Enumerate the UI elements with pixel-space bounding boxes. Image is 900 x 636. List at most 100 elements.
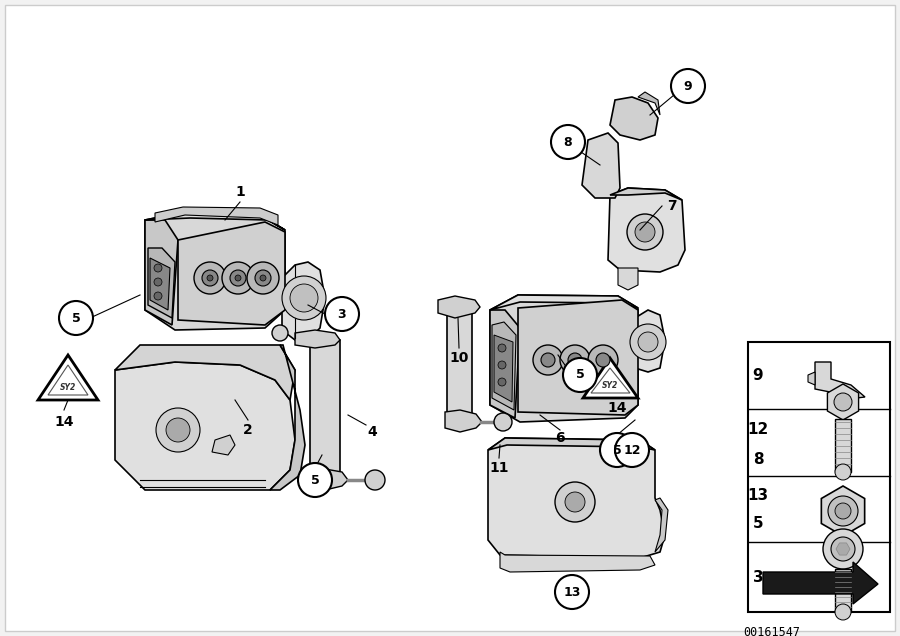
Circle shape	[823, 529, 863, 569]
Circle shape	[222, 262, 254, 294]
Polygon shape	[610, 188, 682, 200]
Text: 14: 14	[608, 401, 626, 415]
Circle shape	[207, 275, 213, 281]
Polygon shape	[490, 295, 638, 310]
Text: 00161547: 00161547	[743, 625, 800, 636]
Polygon shape	[148, 248, 175, 318]
Circle shape	[565, 492, 585, 512]
Polygon shape	[815, 362, 865, 399]
Polygon shape	[282, 262, 325, 340]
Circle shape	[541, 353, 555, 367]
Circle shape	[282, 276, 326, 320]
Circle shape	[835, 464, 851, 480]
Polygon shape	[583, 358, 638, 398]
Circle shape	[325, 297, 359, 331]
Text: 12: 12	[747, 422, 769, 436]
Polygon shape	[610, 97, 658, 140]
Circle shape	[498, 344, 506, 352]
Text: 2: 2	[243, 423, 253, 437]
Circle shape	[255, 270, 271, 286]
Circle shape	[154, 278, 162, 286]
Circle shape	[627, 214, 663, 250]
Text: 5: 5	[576, 368, 584, 382]
Polygon shape	[492, 322, 516, 410]
Text: 12: 12	[623, 443, 641, 457]
Circle shape	[154, 264, 162, 272]
Circle shape	[551, 125, 585, 159]
Circle shape	[260, 275, 266, 281]
Text: 10: 10	[449, 351, 469, 365]
Text: 5: 5	[310, 473, 320, 487]
Polygon shape	[822, 486, 865, 536]
Circle shape	[600, 433, 634, 467]
Circle shape	[498, 361, 506, 369]
Text: 1: 1	[235, 185, 245, 199]
Circle shape	[560, 345, 590, 375]
Polygon shape	[494, 335, 513, 402]
Polygon shape	[115, 362, 295, 490]
Text: 8: 8	[563, 135, 572, 148]
Circle shape	[494, 413, 512, 431]
Polygon shape	[310, 336, 340, 478]
Polygon shape	[827, 384, 859, 420]
Circle shape	[235, 275, 241, 281]
Circle shape	[533, 345, 563, 375]
Circle shape	[230, 270, 246, 286]
Polygon shape	[447, 305, 472, 420]
Circle shape	[835, 503, 851, 519]
Text: SY2: SY2	[60, 384, 76, 392]
Text: 9: 9	[684, 80, 692, 92]
Polygon shape	[145, 212, 285, 330]
Polygon shape	[518, 300, 638, 415]
Polygon shape	[835, 569, 851, 612]
Polygon shape	[488, 438, 655, 450]
Text: 3: 3	[338, 307, 346, 321]
Text: 13: 13	[563, 586, 580, 598]
Polygon shape	[748, 342, 890, 612]
Circle shape	[563, 358, 597, 392]
Circle shape	[194, 262, 226, 294]
Circle shape	[630, 324, 666, 360]
Circle shape	[154, 292, 162, 300]
Polygon shape	[582, 133, 620, 198]
Polygon shape	[490, 295, 638, 422]
Polygon shape	[500, 552, 655, 572]
Text: 13: 13	[747, 488, 769, 504]
Polygon shape	[836, 543, 850, 555]
Circle shape	[166, 418, 190, 442]
Polygon shape	[763, 562, 878, 604]
Text: 11: 11	[490, 461, 508, 475]
Polygon shape	[308, 469, 348, 490]
Text: 7: 7	[667, 199, 677, 213]
Polygon shape	[655, 498, 668, 552]
Circle shape	[272, 325, 288, 341]
Circle shape	[555, 575, 589, 609]
Polygon shape	[145, 220, 178, 325]
Circle shape	[247, 262, 279, 294]
Polygon shape	[638, 92, 660, 115]
Text: 5: 5	[613, 443, 621, 457]
Circle shape	[834, 393, 852, 411]
Circle shape	[365, 470, 385, 490]
Text: 3: 3	[752, 569, 763, 584]
Circle shape	[635, 222, 655, 242]
Circle shape	[202, 270, 218, 286]
Text: 14: 14	[54, 415, 74, 429]
Circle shape	[596, 353, 610, 367]
Circle shape	[498, 378, 506, 386]
Polygon shape	[38, 355, 98, 400]
Text: 9: 9	[752, 368, 763, 382]
Circle shape	[828, 496, 858, 526]
Text: 4: 4	[367, 425, 377, 439]
Circle shape	[568, 353, 582, 367]
Text: 6: 6	[555, 431, 565, 445]
Polygon shape	[635, 310, 665, 372]
Polygon shape	[5, 5, 895, 631]
Circle shape	[835, 604, 851, 620]
Polygon shape	[808, 372, 815, 385]
Polygon shape	[270, 345, 305, 490]
Circle shape	[615, 433, 649, 467]
Circle shape	[671, 69, 705, 103]
Polygon shape	[115, 345, 295, 400]
Circle shape	[588, 345, 618, 375]
